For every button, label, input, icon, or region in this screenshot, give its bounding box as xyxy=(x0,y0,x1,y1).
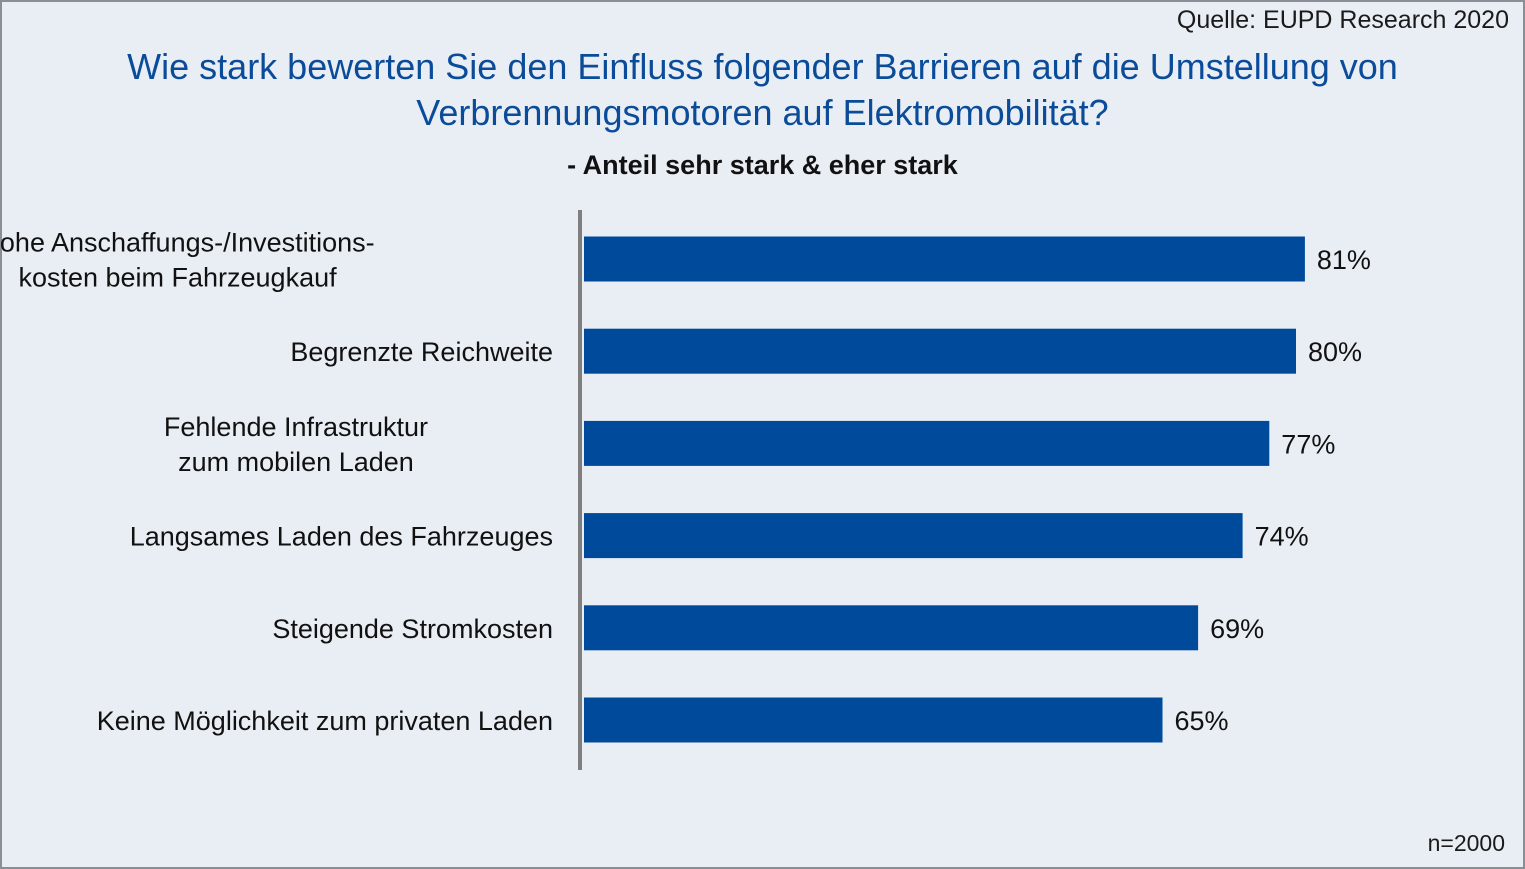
bar-value-label: 77% xyxy=(1281,429,1335,459)
category-label: Steigende Stromkosten xyxy=(272,614,553,644)
chart-title-line-2: Verbrennungsmotoren auf Elektromobilität… xyxy=(416,92,1109,133)
bars-layer: 81% Hohe Anschaffungs-/Investitions-koste… xyxy=(0,228,1371,743)
category-label-line: Fehlende Infrastruktur xyxy=(164,412,428,442)
category-label-line: Keine Möglichkeit zum privaten Laden xyxy=(97,706,553,736)
sample-size-note: n=2000 xyxy=(1427,830,1505,856)
category-label: Begrenzte Reichweite xyxy=(290,337,553,367)
bar-value-label: 65% xyxy=(1175,706,1229,736)
source-note: Quelle: EUPD Research 2020 xyxy=(1176,6,1509,34)
bar-value-label: 81% xyxy=(1317,245,1371,275)
bar-value-label: 69% xyxy=(1210,614,1264,644)
bar xyxy=(584,328,1296,374)
category-label-line: Steigende Stromkosten xyxy=(272,614,553,644)
category-label-line: zum mobilen Laden xyxy=(178,447,414,477)
chart-subtitle: - Anteil sehr stark & eher stark xyxy=(567,150,958,180)
bar xyxy=(584,697,1163,743)
category-label-line: Langsames Laden des Fahrzeuges xyxy=(130,522,553,552)
bar xyxy=(584,513,1243,559)
category-label: Hohe Anschaffungs-/Investitions-kosten b… xyxy=(0,228,375,293)
category-label: Keine Möglichkeit zum privaten Laden xyxy=(97,706,553,736)
category-label-line: kosten beim Fahrzeugkauf xyxy=(18,263,337,293)
category-label-line: Hohe Anschaffungs-/Investitions- xyxy=(0,228,375,258)
bar xyxy=(584,236,1305,282)
category-label: Fehlende Infrastruktur zum mobilen Laden xyxy=(164,412,428,477)
category-label-line: Begrenzte Reichweite xyxy=(290,337,553,367)
chart-title-line-1: Wie stark bewerten Sie den Einfluss folg… xyxy=(127,46,1398,87)
category-label: Langsames Laden des Fahrzeuges xyxy=(130,522,553,552)
bar xyxy=(584,605,1199,651)
bar-value-label: 80% xyxy=(1308,337,1362,367)
bar xyxy=(584,420,1270,466)
chart-title: Wie stark bewerten Sie den Einfluss folg… xyxy=(0,44,1525,136)
bar-value-label: 74% xyxy=(1255,522,1309,552)
